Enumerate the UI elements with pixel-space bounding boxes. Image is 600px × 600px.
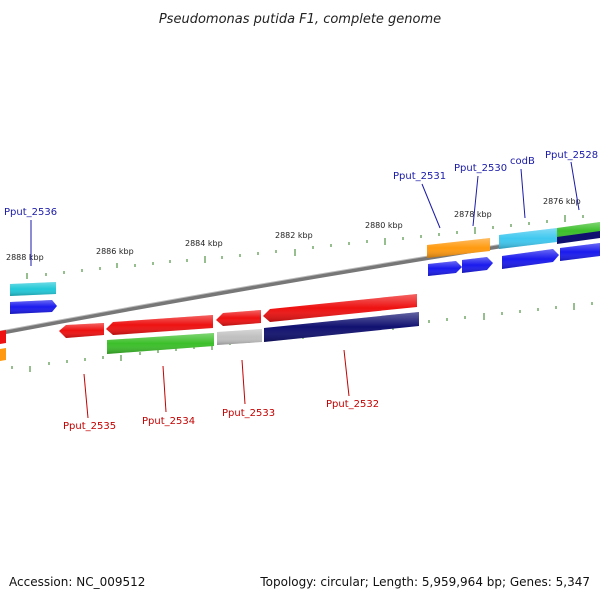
- gene-label: Pput_2532: [326, 399, 379, 410]
- genome-summary-text: Topology: circular; Length: 5,959,964 bp…: [259, 575, 590, 589]
- leader-line: [421, 183, 441, 229]
- leader-line: [472, 175, 479, 227]
- gene-label: Pput_2528: [545, 150, 598, 161]
- gene-feature: [0, 330, 6, 344]
- gene-feature-shade: [107, 333, 214, 354]
- gene-feature-shade: [560, 243, 600, 261]
- gene-label: Pput_2536: [4, 207, 57, 218]
- gene-feature-shade: [10, 300, 57, 314]
- leader-line: [570, 161, 580, 211]
- gene-feature-shade: [263, 294, 417, 322]
- gene-feature-shade: [428, 261, 462, 276]
- ruler-label: 2878 kbp: [454, 210, 492, 219]
- leader-line: [343, 349, 350, 397]
- leader-line: [520, 168, 526, 219]
- gene-feature-shade: [217, 329, 262, 345]
- gene-label: Pput_2535: [63, 421, 116, 432]
- ruler-label: 2888 kbp: [6, 253, 44, 262]
- gene-label: codB: [510, 156, 535, 167]
- gene-feature-shade: [499, 228, 557, 249]
- outer-ruler: [26, 215, 584, 279]
- map-title: Pseudomonas putida F1, complete genome: [159, 12, 441, 27]
- gene-feature-shade: [59, 323, 104, 338]
- ruler-label: 2886 kbp: [96, 247, 134, 256]
- ruler-label: 2884 kbp: [185, 239, 223, 248]
- accession-text: Accession: NC_009512: [9, 575, 145, 589]
- gene-label: Pput_2530: [454, 163, 507, 174]
- inner-features: [0, 294, 419, 361]
- gene-feature-shade: [502, 249, 559, 269]
- gene-feature-shade: [264, 312, 419, 342]
- gene-feature-shade: [462, 257, 493, 273]
- gene-feature-shade: [427, 238, 490, 258]
- leader-line: [241, 359, 246, 405]
- gene-label: Pput_2531: [393, 171, 446, 182]
- ruler-label: 2880 kbp: [365, 221, 403, 230]
- gene-feature: [0, 348, 6, 361]
- gene-feature-shade: [216, 310, 261, 326]
- leader-line: [162, 365, 167, 413]
- gene-feature-shade: [106, 315, 213, 335]
- bottom-gene-labels: Pput_2535 Pput_2534 Pput_2533 Pput_2532: [63, 349, 379, 432]
- leader-line: [83, 373, 89, 419]
- ruler-label: 2882 kbp: [275, 231, 313, 240]
- gene-feature: [557, 231, 600, 244]
- top-gene-labels: Pput_2536 Pput_2531 Pput_2530 codB Pput_…: [4, 150, 598, 266]
- gene-feature-shade: [10, 282, 56, 296]
- ruler-label: 2876 kbp: [543, 197, 581, 206]
- outer-features: [10, 222, 600, 314]
- gene-label: Pput_2533: [222, 408, 275, 419]
- gene-label: Pput_2534: [142, 416, 195, 427]
